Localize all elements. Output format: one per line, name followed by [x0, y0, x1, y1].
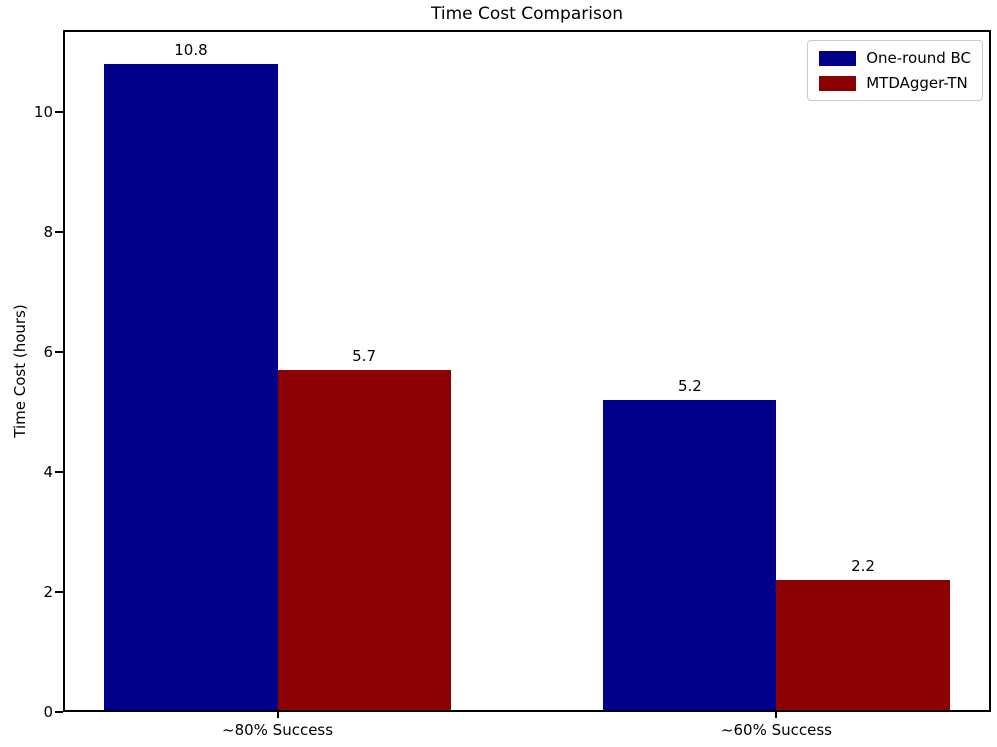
bar-value-label: 5.7: [352, 347, 377, 366]
legend-swatch-one-round-bc: [819, 50, 857, 66]
legend-label-one-round-bc: One-round BC: [866, 49, 971, 67]
bar-value-label: 2.2: [851, 557, 875, 576]
bar-mtdagger-tn: [776, 580, 950, 712]
y-tick-mark: [55, 471, 63, 474]
y-tick-mark: [55, 231, 63, 234]
y-tick-label: 0: [43, 703, 53, 721]
y-tick-mark: [55, 711, 63, 713]
legend-label-mtdagger-tn: MTDAgger-TN: [866, 74, 968, 92]
y-axis-label: Time Cost (hours): [11, 304, 29, 438]
y-tick-label: 2: [43, 583, 53, 602]
legend-item-mtdagger-tn: MTDAgger-TN: [819, 74, 971, 92]
x-tick-label: ~60% Success: [720, 721, 832, 739]
x-tick-mark: [775, 712, 778, 718]
legend-swatch-mtdagger-tn: [819, 75, 857, 91]
chart-title: Time Cost Comparison: [431, 4, 623, 24]
y-tick-label: 4: [43, 463, 53, 482]
y-tick-label: 6: [43, 343, 53, 362]
bar-one-round-bc: [603, 400, 777, 712]
legend: One-round BC MTDAgger-TN: [807, 40, 983, 101]
x-tick-label: ~80% Success: [222, 721, 334, 739]
y-tick-label: 8: [43, 223, 53, 242]
x-tick-mark: [276, 712, 279, 718]
legend-item-one-round-bc: One-round BC: [819, 49, 971, 67]
y-tick-mark: [55, 111, 63, 114]
y-tick-mark: [55, 591, 63, 594]
bar-mtdagger-tn: [277, 370, 451, 712]
y-tick-label: 10: [33, 103, 53, 122]
bar-value-label: 5.2: [677, 377, 702, 396]
bar-one-round-bc: [104, 64, 278, 712]
bar-value-label: 10.8: [174, 41, 208, 60]
y-tick-mark: [55, 351, 63, 354]
